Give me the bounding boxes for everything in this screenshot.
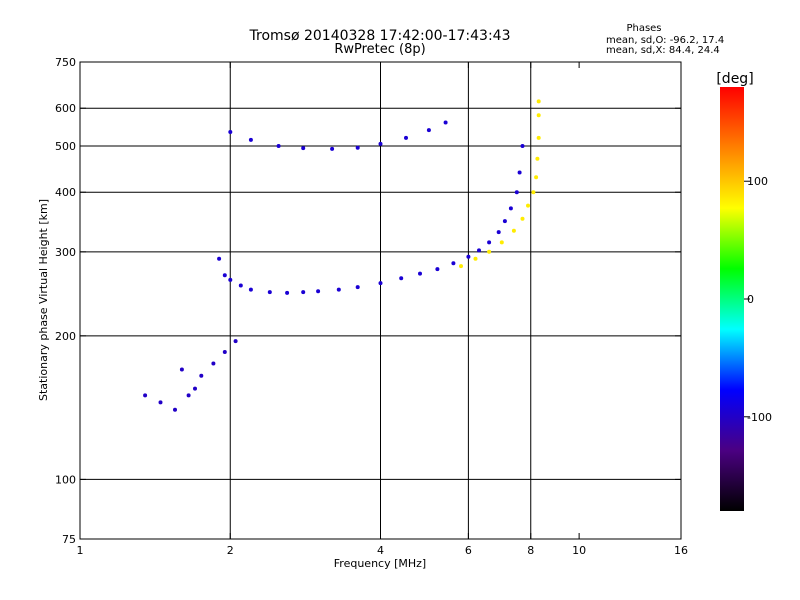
data-point <box>535 156 540 161</box>
data-point <box>404 135 408 140</box>
data-point <box>508 206 513 211</box>
data-point <box>536 99 541 104</box>
data-point <box>238 283 243 288</box>
chart-title: Tromsø 20140328 17:42:00-17:43:43 <box>249 28 511 44</box>
data-point <box>248 137 253 142</box>
y-tick-label: 75 <box>62 533 76 546</box>
data-point <box>179 367 184 372</box>
colorbar-label: [deg] <box>716 71 753 87</box>
x-axis-label: Frequency [MHz] <box>334 557 426 570</box>
data-point <box>496 230 501 235</box>
y-tick-label: 400 <box>55 186 76 199</box>
stats-heading: Phases <box>626 23 661 34</box>
data-point <box>158 400 163 405</box>
colorbar <box>720 87 744 511</box>
data-point <box>466 254 471 259</box>
colorbar-tick-label: -100 <box>747 411 772 424</box>
data-point <box>199 373 204 378</box>
colorbar-ticks: 100 0 -100 <box>744 175 772 424</box>
data-point <box>418 271 422 276</box>
data-point <box>355 285 360 290</box>
x-tick-label: 10 <box>572 544 586 557</box>
chart-subtitle: RwPretec (8p) <box>334 42 425 57</box>
colorbar-tick-label: 100 <box>747 175 768 188</box>
y-tick-label: 500 <box>55 140 76 153</box>
data-point <box>517 170 522 175</box>
data-point <box>267 290 272 295</box>
data-points <box>143 99 541 412</box>
data-point <box>477 248 481 253</box>
data-point <box>355 145 360 150</box>
data-point <box>534 175 539 180</box>
x-tick-label: 6 <box>465 544 472 557</box>
data-point <box>399 276 404 281</box>
y-tick-label: 300 <box>55 246 76 259</box>
data-point <box>487 249 492 254</box>
x-tick-label: 16 <box>674 544 688 557</box>
data-point <box>233 339 238 344</box>
data-point <box>378 141 383 146</box>
data-point <box>536 135 541 140</box>
data-point <box>173 407 177 412</box>
y-tick-label: 200 <box>55 330 76 343</box>
data-point <box>435 267 440 272</box>
data-point <box>502 219 507 224</box>
y-tick-label: 100 <box>55 473 76 486</box>
colorbar-tick-label: 0 <box>747 293 754 306</box>
grid-lines <box>80 62 681 539</box>
data-point <box>228 130 233 134</box>
data-point <box>499 240 504 245</box>
data-point <box>276 144 281 148</box>
data-point <box>451 261 456 266</box>
data-point <box>511 228 516 233</box>
data-point <box>459 264 463 269</box>
data-point <box>526 203 530 208</box>
data-point <box>473 256 478 261</box>
data-point <box>520 216 525 221</box>
data-point <box>487 240 492 245</box>
data-point <box>520 144 525 148</box>
data-point <box>378 281 383 286</box>
data-point <box>285 290 290 295</box>
data-point <box>217 256 222 261</box>
x-tick-label: 2 <box>227 544 234 557</box>
data-point <box>211 361 216 366</box>
data-point <box>316 289 321 294</box>
data-point <box>222 350 227 354</box>
data-point <box>248 287 253 292</box>
x-tick-label: 4 <box>377 544 384 557</box>
stats-line-x: mean, sd,X: 84.4, 24.4 <box>606 45 720 56</box>
data-point <box>536 113 541 118</box>
data-point <box>301 146 306 151</box>
x-tick-label: 1 <box>77 544 84 557</box>
data-point <box>514 190 519 195</box>
y-axis-label: Stationary phase Virtual Height [km] <box>37 199 50 401</box>
data-point <box>186 393 191 398</box>
data-point <box>301 290 306 295</box>
y-tick-label: 600 <box>55 102 76 115</box>
data-point <box>443 120 448 125</box>
data-point <box>143 393 148 398</box>
data-point <box>222 273 227 278</box>
data-point <box>426 128 431 133</box>
data-point <box>193 386 197 391</box>
stats-line-o: mean, sd,O: -96.2, 17.4 <box>606 35 724 46</box>
data-point <box>330 146 335 151</box>
x-tick-label: 8 <box>527 544 534 557</box>
data-point <box>228 277 233 282</box>
y-tick-label: 750 <box>55 56 76 69</box>
data-point <box>336 287 341 292</box>
axis-ticks: 1 2 4 6 8 10 16 75 100 200 300 400 500 600 750 <box>55 56 688 557</box>
data-point <box>531 190 536 195</box>
